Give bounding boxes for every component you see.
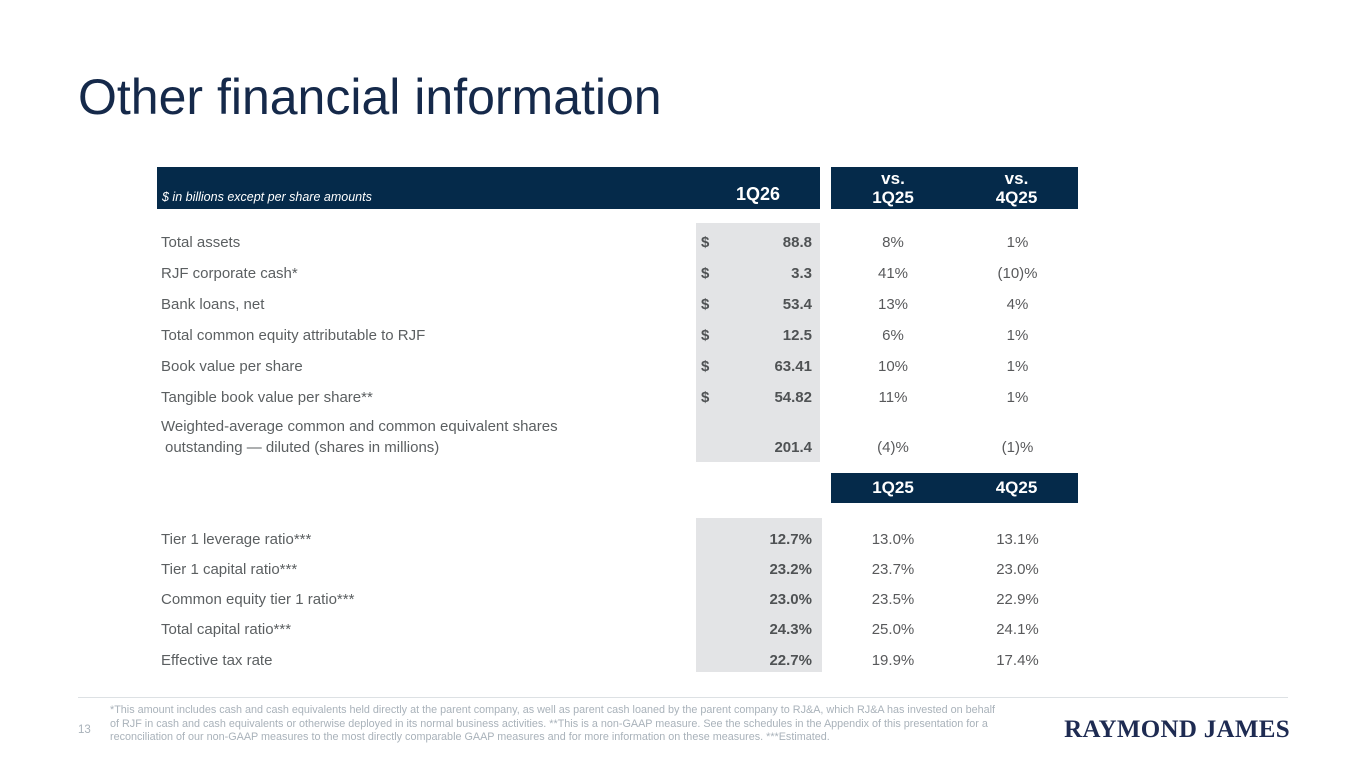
dollar-sign: $ [701, 296, 710, 313]
footnote: *This amount includes cash and cash equi… [110, 704, 1055, 745]
table-row: Common equity tier 1 ratio*** 23.0% 23.5… [0, 584, 1100, 615]
vs-1q25-value: 13% [877, 296, 909, 313]
column-header-1q25: 1Q25 [872, 478, 914, 497]
row-label: Common equity tier 1 ratio*** [161, 591, 355, 608]
row-value: 22.7% [769, 652, 812, 669]
1q25-value: 23.5% [871, 591, 915, 608]
1q25-value: 19.9% [871, 652, 915, 669]
table-row: Tier 1 capital ratio*** 23.2% 23.7% 23.0… [0, 554, 1100, 585]
vs-1q25-value: 8% [882, 234, 904, 251]
row-label: Tier 1 capital ratio*** [161, 561, 298, 578]
table-row: Total assets $ 88.8 8% 1% [0, 227, 1100, 258]
dollar-sign: $ [701, 327, 710, 344]
row-value: 23.2% [769, 561, 812, 578]
row-label: Total common equity attributable to RJF [161, 327, 426, 344]
vs-4q25-value: 1% [1006, 389, 1029, 406]
1q25-value: 25.0% [871, 621, 915, 638]
footnote-line: reconciliation of our non-GAAP measures … [110, 731, 830, 744]
4q25-value: 13.1% [996, 531, 1039, 548]
column-header-4q25: 4Q25 [995, 478, 1038, 497]
4q25-value: 23.0% [996, 561, 1039, 578]
table-row: Tangible book value per share** $ 54.82 … [0, 382, 1100, 413]
row-value: 63.41 [774, 358, 812, 375]
table-caption: $ in billions except per share amounts [162, 190, 372, 204]
row-value: 23.0% [769, 591, 812, 608]
vs-1q25-value: 10% [877, 358, 909, 375]
table-row: RJF corporate cash* $ 3.3 41% (10)% [0, 258, 1100, 289]
column-header-1q26: 1Q26 [735, 184, 781, 204]
row-value: 12.7% [769, 531, 812, 548]
vs-label: vs. [1004, 169, 1029, 188]
row-value: 53.4 [782, 296, 812, 313]
4q25-value: 17.4% [996, 652, 1039, 669]
row-label: Effective tax rate [161, 652, 273, 669]
vs-1q25-label: 1Q25 [872, 188, 914, 207]
row-value: 12.5 [782, 327, 812, 344]
row-label: Bank loans, net [161, 296, 265, 313]
shaded-column-lower [696, 518, 822, 672]
row-value: 201.4 [774, 439, 812, 456]
table-row: Tier 1 leverage ratio*** 12.7% 13.0% 13.… [0, 524, 1100, 555]
vs-4q25-label: 4Q25 [995, 188, 1038, 207]
row-label-line2: outstanding — diluted (shares in million… [165, 439, 440, 456]
dollar-sign: $ [701, 234, 710, 251]
footnote-line: of RJF in cash and cash equivalents or o… [110, 717, 988, 730]
vs-1q25-value: 41% [877, 265, 909, 282]
vs-4q25-value: 1% [1006, 327, 1029, 344]
table-row: Book value per share $ 63.41 10% 1% [0, 351, 1100, 382]
table-row: Bank loans, net $ 53.4 13% 4% [0, 289, 1100, 320]
row-value: 54.82 [774, 389, 812, 406]
vs-4q25-value: (10)% [997, 265, 1038, 282]
vs-1q25-value: 6% [882, 327, 904, 344]
row-label: RJF corporate cash* [161, 265, 298, 282]
row-label: Total assets [161, 234, 241, 251]
vs-header-bar: vs. 1Q25 vs. 4Q25 [831, 167, 1078, 209]
dollar-sign: $ [701, 389, 710, 406]
shaded-column-upper [696, 223, 820, 462]
1q25-value: 23.7% [871, 561, 915, 578]
vs-1q25-value: 11% [878, 389, 908, 406]
table-row: 201.4 (4)% (1)% [0, 437, 1100, 458]
row-label: Book value per share [161, 358, 303, 375]
raymond-james-logo: RAYMOND JAMES [1064, 716, 1290, 743]
row-label-line1: Weighted-average common and common equiv… [161, 418, 558, 435]
row-label: Weighted-average common and common equiv… [161, 416, 558, 458]
vs-4q25-value: 1% [1006, 234, 1029, 251]
row-label: Tier 1 leverage ratio*** [161, 531, 312, 548]
4q25-value: 22.9% [996, 591, 1039, 608]
row-value: 3.3 [791, 265, 812, 282]
dollar-sign: $ [701, 265, 710, 282]
table-header-bar: $ in billions except per share amounts 1… [157, 167, 820, 209]
row-value: 24.3% [769, 621, 812, 638]
ratio-header-bar: 1Q25 4Q25 [831, 473, 1078, 503]
vs-1q25-value: (4)% [877, 439, 909, 456]
footer-divider [78, 697, 1288, 698]
vs-4q25-value: (1)% [1001, 439, 1034, 456]
row-label: Total capital ratio*** [161, 621, 292, 638]
page-number: 13 [78, 724, 91, 736]
table-row: Effective tax rate 22.7% 19.9% 17.4% [0, 645, 1100, 676]
vs-label: vs. [881, 169, 905, 188]
vs-4q25-value: 1% [1006, 358, 1029, 375]
column-header-vs-1q25: vs. 1Q25 [831, 169, 955, 207]
table-row: Total capital ratio*** 24.3% 25.0% 24.1% [0, 614, 1100, 645]
1q25-value: 13.0% [871, 531, 915, 548]
page-title: Other financial information [78, 69, 662, 125]
footnote-line: *This amount includes cash and cash equi… [110, 704, 996, 716]
dollar-sign: $ [701, 358, 710, 375]
vs-4q25-value: 4% [1006, 296, 1029, 313]
4q25-value: 24.1% [996, 621, 1039, 638]
row-value: 88.8 [782, 234, 812, 251]
row-label: Tangible book value per share** [161, 389, 373, 406]
column-header-vs-4q25: vs. 4Q25 [955, 169, 1078, 207]
table-row: Total common equity attributable to RJF … [0, 320, 1100, 351]
